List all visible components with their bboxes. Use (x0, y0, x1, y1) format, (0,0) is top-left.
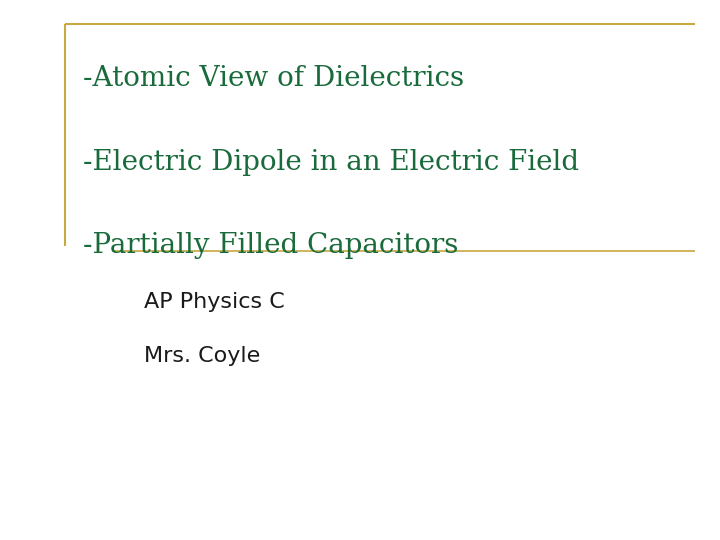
Text: -Atomic View of Dielectrics: -Atomic View of Dielectrics (83, 65, 464, 92)
Text: Mrs. Coyle: Mrs. Coyle (144, 346, 260, 366)
Text: -Partially Filled Capacitors: -Partially Filled Capacitors (83, 232, 458, 259)
Text: AP Physics C: AP Physics C (144, 292, 284, 312)
Text: -Electric Dipole in an Electric Field: -Electric Dipole in an Electric Field (83, 148, 579, 176)
